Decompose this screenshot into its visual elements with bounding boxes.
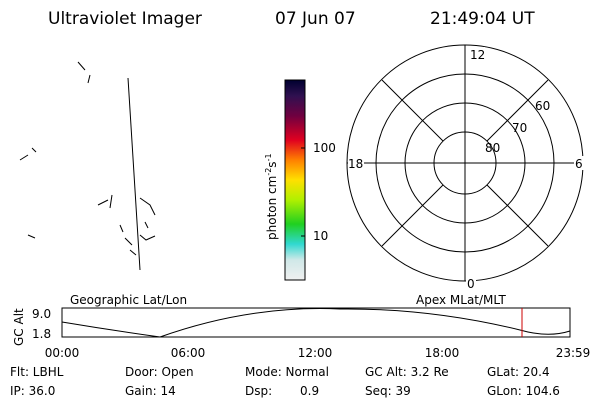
lat-label: 70 [512,121,527,135]
lat-label: 60 [535,99,550,113]
field: GLon: 104.6 [487,384,560,398]
orbit-title: Geographic Lat/Lon [70,293,187,307]
lat-label: 80 [485,141,500,155]
title: Ultraviolet Imager [48,9,202,29]
field-value: 0.9 [300,384,319,398]
field: Mode: Normal [245,365,329,379]
x-tick-label: 23:59 [556,346,591,360]
x-tick-label: 18:00 [425,346,460,360]
polar-grid [346,44,584,282]
y-tick-label: 9.0 [32,307,51,321]
hour-label: 18 [348,157,363,171]
field: IP: 36.0 [10,384,55,398]
x-tick-label: 12:00 [298,346,333,360]
field: Gain: 14 [125,384,176,398]
colorbar-tick: 100 [313,141,336,155]
field: Flt: LBHL [10,365,64,379]
orbit-title: Apex MLat/MLT [416,293,506,307]
hour-label: 6 [575,157,583,171]
colorbar-label: photon cm-2s-1 [264,153,279,240]
x-tick-label: 00:00 [45,346,80,360]
colorbar-ticks [301,147,305,237]
colorbar [284,79,306,281]
y-tick-label: 1.8 [32,327,51,341]
time: 21:49:04 UT [430,9,535,29]
hour-label: 0 [467,277,475,291]
field: Door: Open [125,365,194,379]
altitude-curve [61,308,571,338]
axis-label: GC Alt [12,308,26,346]
date: 07 Jun 07 [275,9,356,29]
field: GLat: 20.4 [487,365,550,379]
x-tick-label: 06:00 [171,346,206,360]
coastlines [19,61,156,271]
orbit-frame [61,307,571,338]
hour-label: 12 [470,48,485,62]
field: GC Alt: 3.2 Re [365,365,449,379]
colorbar-tick: 10 [313,229,328,243]
field: Dsp: [245,384,272,398]
field: Seq: 39 [365,384,411,398]
